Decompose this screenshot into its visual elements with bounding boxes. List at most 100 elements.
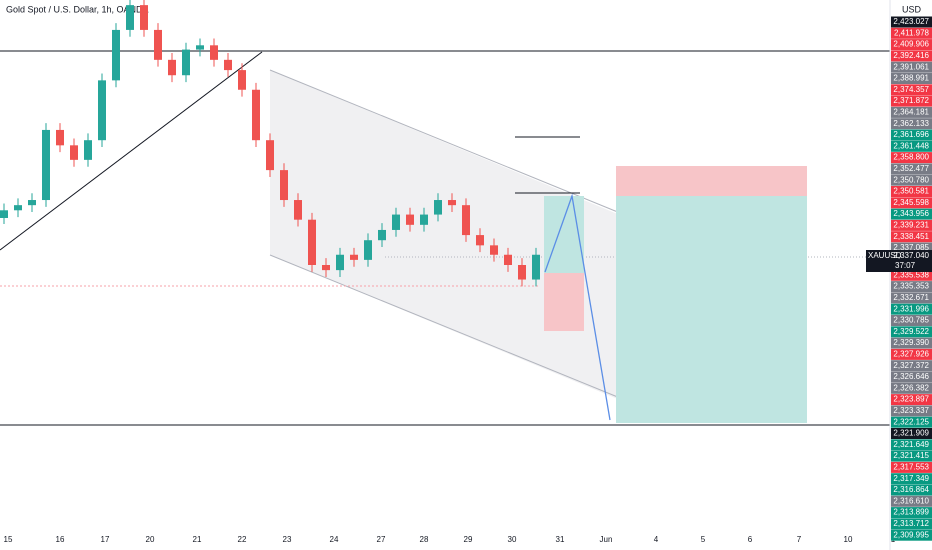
candle-body [56, 129, 64, 146]
x-label: 24 [330, 535, 339, 544]
price-label: 2,327.926 [893, 350, 929, 359]
price-tag [891, 348, 932, 360]
price-label: 2,339.231 [893, 221, 929, 230]
candle-body [224, 59, 232, 71]
x-label: 21 [193, 535, 202, 544]
x-label: 20 [146, 535, 155, 544]
x-label: 5 [701, 535, 706, 544]
price-tag [891, 39, 932, 51]
price-label: 2,321.415 [893, 451, 929, 460]
price-tag [891, 50, 932, 62]
candle-body [14, 205, 22, 211]
price-tag [891, 382, 932, 394]
x-label: 7 [797, 535, 802, 544]
price-label: 2,327.372 [893, 361, 929, 370]
price-label: 2,361.696 [893, 130, 929, 139]
price-label: 2,423.027 [893, 17, 929, 26]
title: Gold Spot / U.S. Dollar, 1h, OANDA [6, 4, 149, 14]
price-tag [891, 208, 932, 220]
price-tag [891, 16, 932, 28]
candle-body [182, 49, 190, 76]
candle-body [84, 140, 92, 160]
price-tag [891, 461, 932, 473]
price-tag [891, 518, 932, 530]
price-tag [891, 152, 932, 164]
current-tag [866, 250, 932, 272]
price-tag [891, 394, 932, 406]
candle-body [476, 235, 484, 246]
candle-body [238, 70, 246, 90]
candle-body [378, 229, 386, 241]
price-label: 2,358.800 [893, 153, 929, 162]
price-label: 2,322.125 [893, 417, 929, 426]
candle-body [112, 29, 120, 81]
price-tag [891, 315, 932, 326]
candle-body [196, 45, 204, 50]
candle-body [70, 145, 78, 160]
x-label: 17 [101, 535, 110, 544]
price-tag [891, 529, 932, 541]
price-label: 2,392.416 [893, 51, 929, 60]
x-label: 16 [56, 535, 65, 544]
price-tag [891, 507, 932, 519]
candle-body [266, 140, 274, 171]
currency[interactable]: USD [902, 4, 922, 14]
price-label: 2,338.451 [893, 232, 929, 241]
price-tag [891, 326, 932, 338]
price-tag [891, 61, 932, 73]
candle-body [490, 245, 498, 255]
candle-body [0, 210, 8, 218]
price-label: 2,317.349 [893, 474, 929, 483]
price-label: 2,335.353 [893, 282, 929, 291]
price-label: 2,313.712 [893, 519, 929, 528]
price-label: 2,313.899 [893, 508, 929, 517]
x-label: 22 [238, 535, 247, 544]
price-label: 2,323.897 [893, 395, 929, 404]
price-tag [891, 219, 932, 231]
price-label: 2,326.646 [893, 372, 929, 381]
x-label: 28 [420, 535, 429, 544]
price-label: 2,343.956 [893, 209, 929, 218]
price-label: 2,374.357 [893, 85, 929, 94]
candle-body [448, 200, 456, 206]
candle-body [420, 214, 428, 225]
price-tag [891, 129, 932, 141]
price-tag [891, 292, 932, 304]
price-tag [891, 106, 932, 118]
x-label: 27 [377, 535, 386, 544]
candle-body [364, 240, 372, 260]
price-tag [891, 484, 932, 496]
price-label: 2,330.785 [893, 316, 929, 325]
candle-body [280, 170, 288, 201]
candle-body [518, 265, 526, 280]
price-label: 2,329.522 [893, 327, 929, 336]
price-tag [891, 450, 932, 462]
price-tag [891, 163, 932, 175]
price-label: 2,345.598 [893, 198, 929, 207]
candle-body [210, 45, 218, 60]
x-label: 31 [556, 535, 565, 544]
candle-body [126, 5, 134, 30]
price-tag [891, 303, 932, 315]
price-label: 2,361.448 [893, 141, 929, 150]
candle-body [336, 254, 344, 271]
price-tag [891, 186, 932, 197]
candle-body [140, 5, 148, 30]
candle-body [504, 254, 512, 265]
price-tag [891, 495, 932, 507]
price-tag [891, 140, 932, 152]
price-label: 2,335.538 [893, 270, 929, 279]
price-label: 2,321.909 [893, 429, 929, 438]
price-tag [891, 242, 932, 254]
candle-body [168, 59, 176, 76]
x-label: 29 [464, 535, 473, 544]
price-label: 2,362.133 [893, 119, 929, 128]
price-label: 2,326.382 [893, 383, 929, 392]
candle-body [308, 219, 316, 265]
price-tag [891, 416, 932, 428]
price-tag [891, 197, 932, 209]
price-label: 2,391.061 [893, 62, 929, 71]
price-label: 2,329.390 [893, 338, 929, 347]
